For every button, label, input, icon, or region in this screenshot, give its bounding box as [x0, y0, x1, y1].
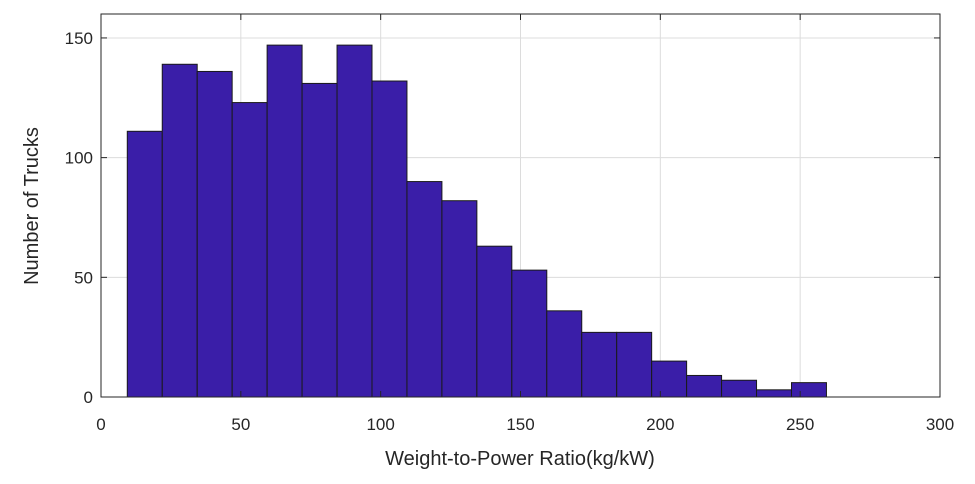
histogram-bar — [546, 310, 583, 398]
histogram-bar — [126, 130, 163, 398]
x-tick-label: 0 — [96, 415, 105, 434]
histogram-bar — [511, 269, 548, 398]
x-tick-label: 100 — [366, 415, 394, 434]
histogram-bar — [581, 331, 618, 398]
histogram-bar — [231, 102, 268, 398]
histogram-bar — [616, 331, 653, 398]
histogram-bar — [161, 63, 198, 398]
histogram-bar — [196, 70, 233, 398]
y-tick-label: 0 — [84, 388, 93, 407]
x-tick-label: 50 — [231, 415, 250, 434]
histogram-bars — [126, 44, 827, 398]
x-tick-labels: 0 50 100 150 200 250 300 — [96, 415, 954, 434]
histogram-bar — [686, 374, 723, 398]
x-tick-label: 150 — [506, 415, 534, 434]
histogram-bar — [371, 80, 408, 398]
histogram-bar — [756, 389, 792, 398]
y-tick-labels: 0 50 100 150 — [65, 29, 93, 407]
y-axis-label: Number of Trucks — [21, 127, 43, 285]
histogram-bar — [721, 379, 758, 398]
histogram-bar — [406, 181, 443, 398]
histogram-bar — [790, 382, 827, 398]
y-tick-label: 50 — [74, 268, 93, 287]
histogram-bar — [266, 44, 303, 398]
x-tick-label: 200 — [646, 415, 674, 434]
x-tick-label: 250 — [786, 415, 814, 434]
histogram-bar — [651, 360, 688, 398]
y-tick-label: 150 — [65, 29, 93, 48]
x-axis-label: Weight-to-Power Ratio(kg/kW) — [385, 448, 655, 470]
axis-ticks — [100, 14, 941, 398]
histogram-bar — [301, 82, 338, 398]
histogram-bar — [476, 245, 513, 398]
histogram-bar — [336, 44, 373, 398]
histogram-bar — [441, 200, 478, 398]
x-tick-label: 300 — [926, 415, 954, 434]
y-tick-label: 100 — [65, 149, 93, 168]
